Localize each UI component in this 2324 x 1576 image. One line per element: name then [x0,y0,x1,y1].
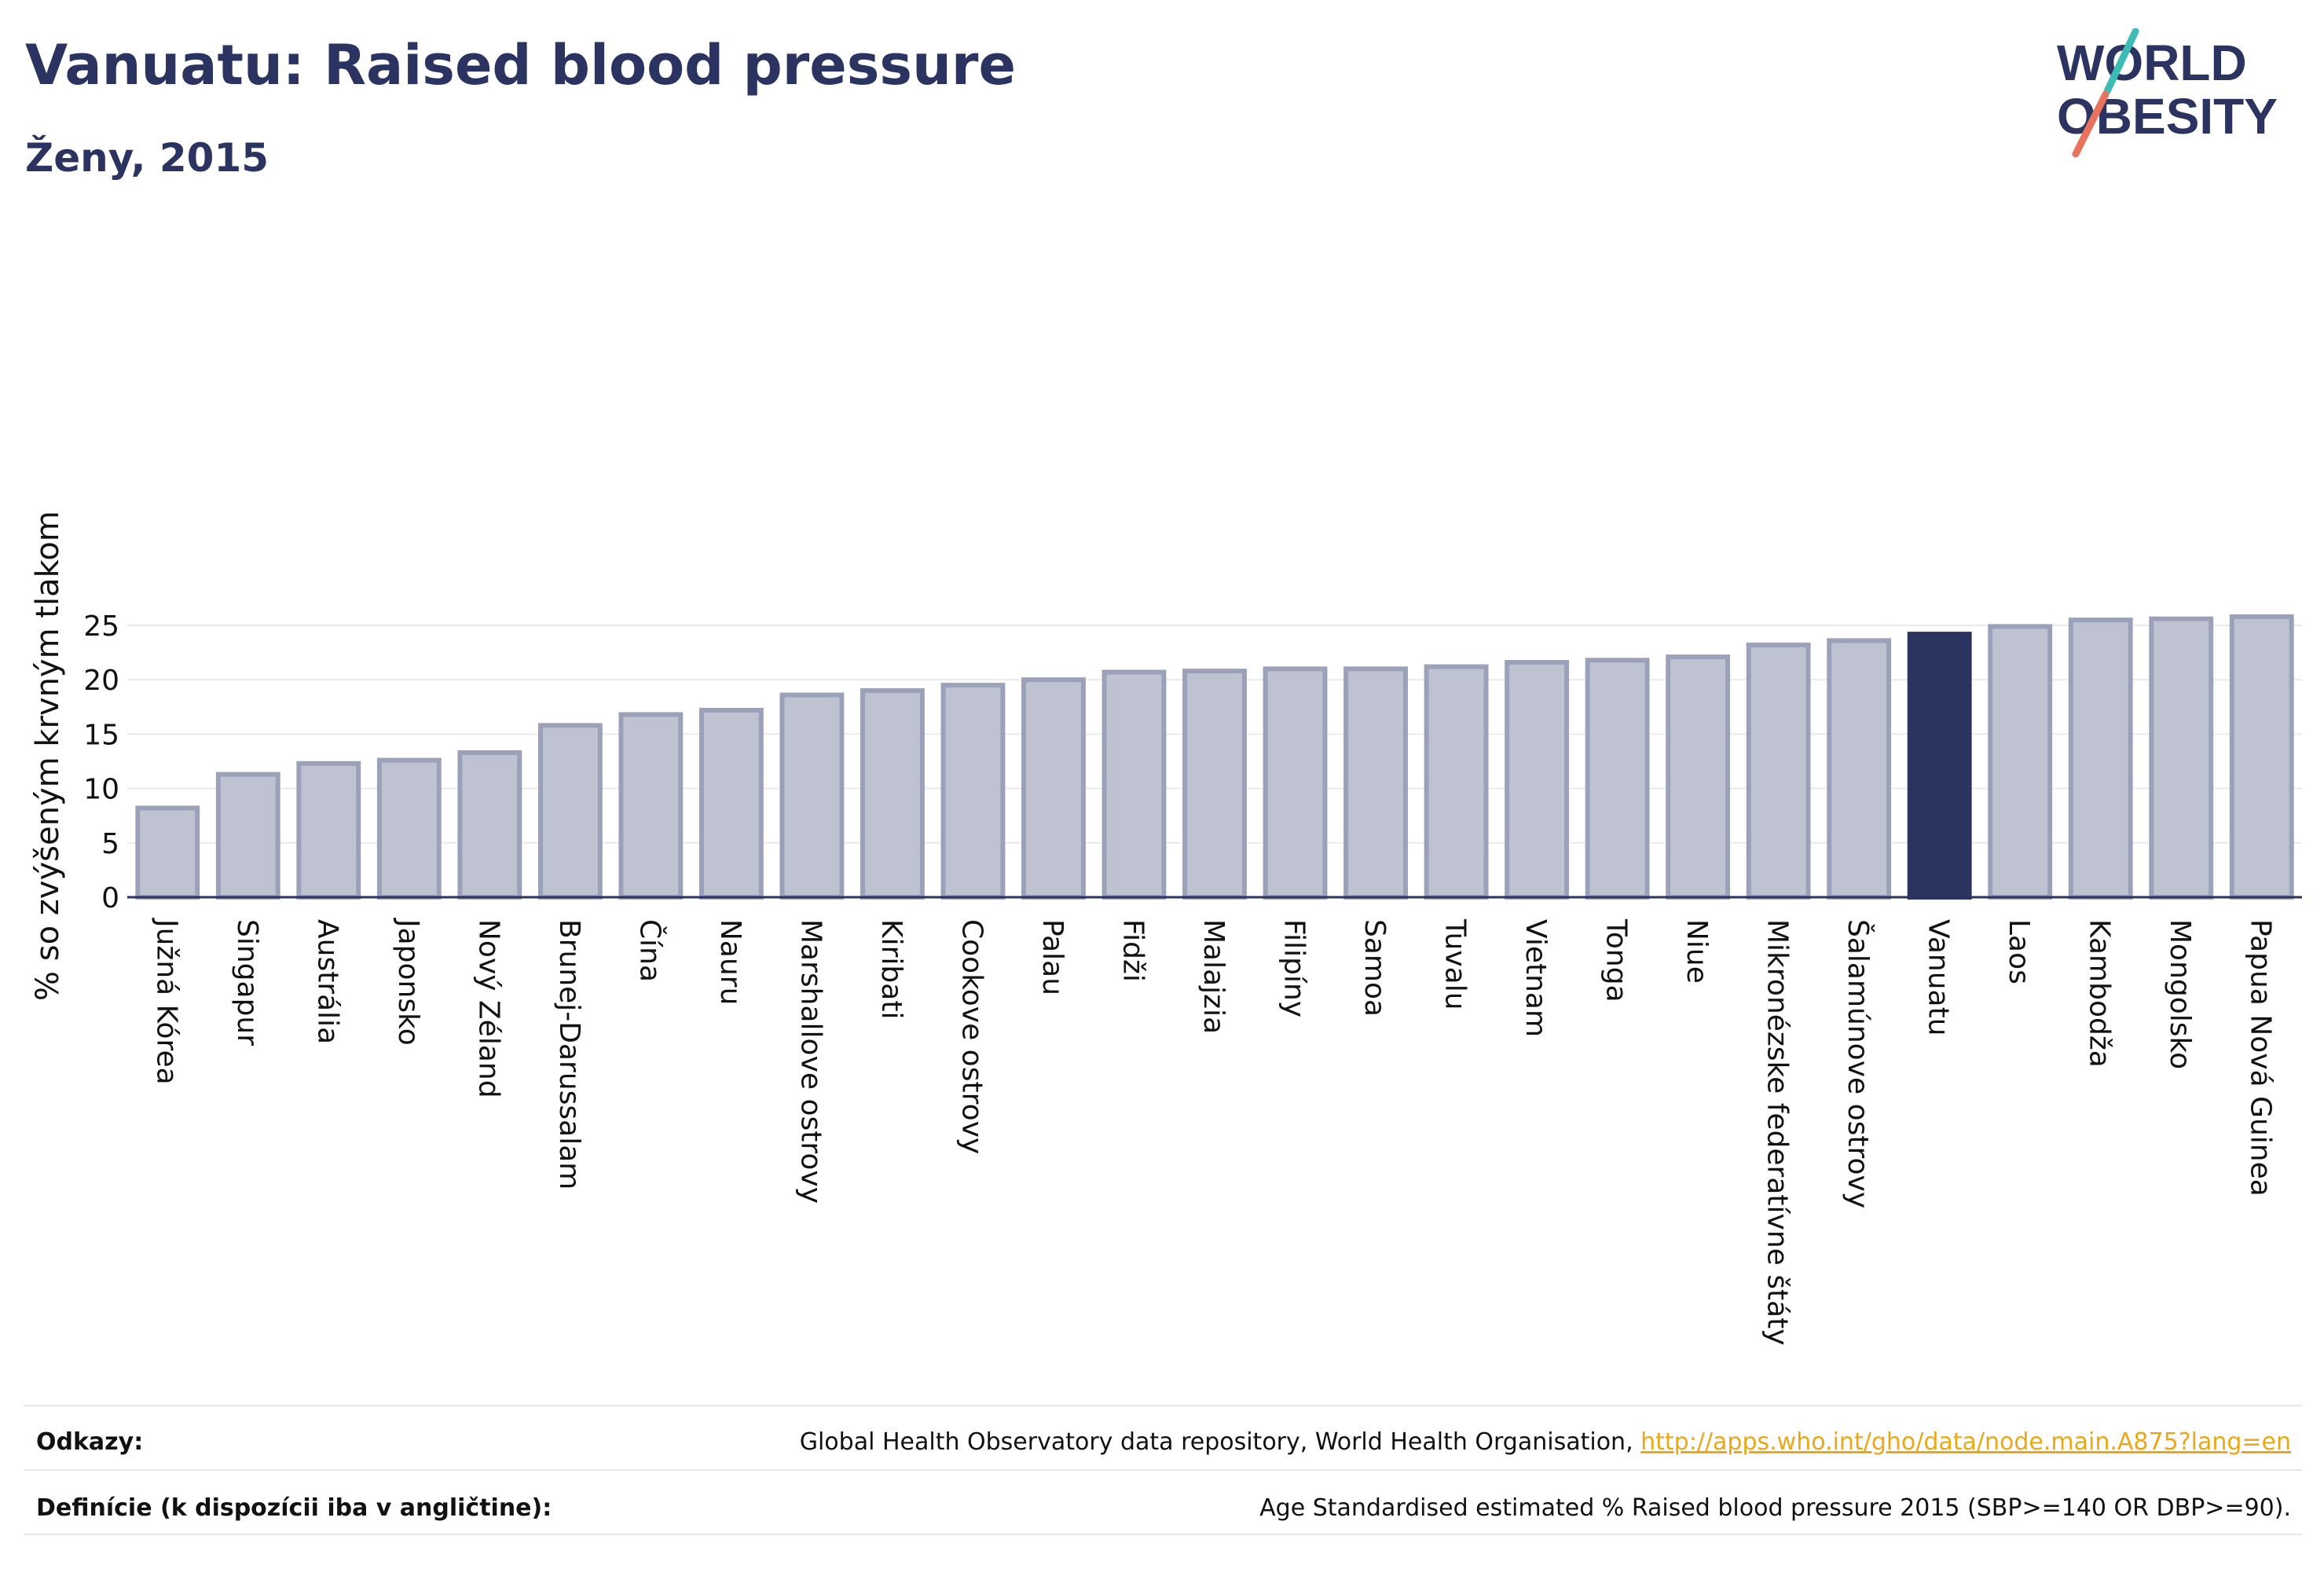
x-tick-label: Južná Kórea [150,918,182,1085]
bar [1263,666,1328,900]
x-tick-label: Singapur [231,919,263,1046]
footer-references-row: Odkazy: Global Health Observatory data r… [24,1409,2302,1472]
y-tick-label: 15 [83,719,119,751]
bar [215,772,280,900]
x-tick-label: Cookove ostrovy [955,919,988,1154]
bar [1021,677,1086,900]
bar [376,757,442,900]
y-tick-label: 10 [83,774,119,806]
x-tick-label: Mikronézske federatívne štáty [1761,919,1794,1346]
x-tick-label: Vanuatu [1923,919,1955,1036]
bar [1988,624,2053,900]
x-tick-label: Niue [1681,919,1713,984]
y-tick-label: 0 [101,882,119,914]
y-tick-label: 20 [83,665,119,697]
footer-divider-bottom [24,1534,2302,1535]
x-tick-label: Tonga [1600,918,1633,1002]
bar [135,805,200,900]
bar [2229,614,2294,900]
bar [1666,654,1731,900]
bar [2068,618,2133,900]
x-tick-label: Samoa [1358,919,1391,1017]
footer-divider-mid [24,1469,2302,1471]
bar [1907,632,1972,900]
x-tick-label: Palau [1036,919,1069,995]
bar [779,692,845,900]
world-obesity-logo: WORLD OBESITY [2057,28,2278,158]
x-tick-label: Marshallove ostrovy [794,919,827,1204]
bar [1827,638,1892,900]
bar [1424,664,1489,900]
references-link[interactable]: http://apps.who.int/gho/data/node.main.A… [1640,1428,2291,1456]
y-axis-label: % so zvýšeným krvným tlakom [30,511,66,1001]
x-tick-label: Brunej-Darussalam [553,919,585,1189]
page-subtitle: Ženy, 2015 [25,135,269,181]
bar [1182,669,1247,900]
bar [296,761,361,900]
logo-line1: WORLD [2057,35,2247,91]
x-tick-label: Malajzia [1197,919,1230,1034]
references-value: Global Health Observatory data repositor… [800,1428,2291,1456]
x-tick-label: Šalamúnove ostrovy [1842,919,1875,1208]
bar [1343,666,1408,900]
definitions-value: Age Standardised estimated % Raised bloo… [1259,1494,2291,1522]
x-tick-label: Papua Nová Guinea [2245,919,2277,1197]
x-tick-label: Filipíny [1278,919,1310,1017]
x-tick-label: Fidži [1116,919,1149,982]
references-text: Global Health Observatory data repositor… [799,1428,1641,1456]
bar [618,712,684,900]
x-tick-label: Mongolsko [2164,919,2196,1069]
footer-definitions-row: Definície (k dispozícii iba v angličtine… [24,1475,2302,1538]
bars [135,614,2294,900]
logo-slash-teal-icon [2103,28,2139,95]
bar [1746,642,1811,900]
bar [2149,616,2214,900]
x-tick-label: Čína [633,919,666,982]
bar [1102,669,1167,900]
page-title: Vanuatu: Raised blood pressure [25,33,1016,97]
y-tick-label: 5 [101,828,119,860]
bar [698,707,764,900]
x-tick-label: Vietnam [1519,919,1552,1037]
x-tick-label: Laos [2003,919,2035,984]
x-tick-label: Kambodža [2084,919,2116,1068]
bar [1585,658,1650,900]
x-axis-ticks: Južná Kórea Singapur Austrália Japonsko Nový… [150,918,2276,1346]
x-tick-label: Nový Zéland [472,919,504,1098]
y-tick-label: 25 [83,610,119,643]
bar [860,688,925,900]
footer-divider-top [24,1405,2302,1406]
bar [1505,660,1570,900]
x-tick-label: Japonsko [392,918,424,1046]
y-axis-ticks: 0 5 10 15 20 25 [83,610,119,914]
x-tick-label: Austrália [311,919,343,1044]
x-tick-label: Kiribati [875,919,907,1019]
logo-slash-coral-icon [2072,90,2110,158]
x-tick-label: Nauru [714,919,746,1005]
bar [537,723,603,900]
bar [940,683,1006,900]
bar [457,750,522,900]
references-label: Odkazy: [36,1428,144,1456]
definitions-label: Definície (k dispozícii iba v angličtine… [36,1494,552,1522]
x-tick-label: Tuvalu [1439,918,1472,1010]
